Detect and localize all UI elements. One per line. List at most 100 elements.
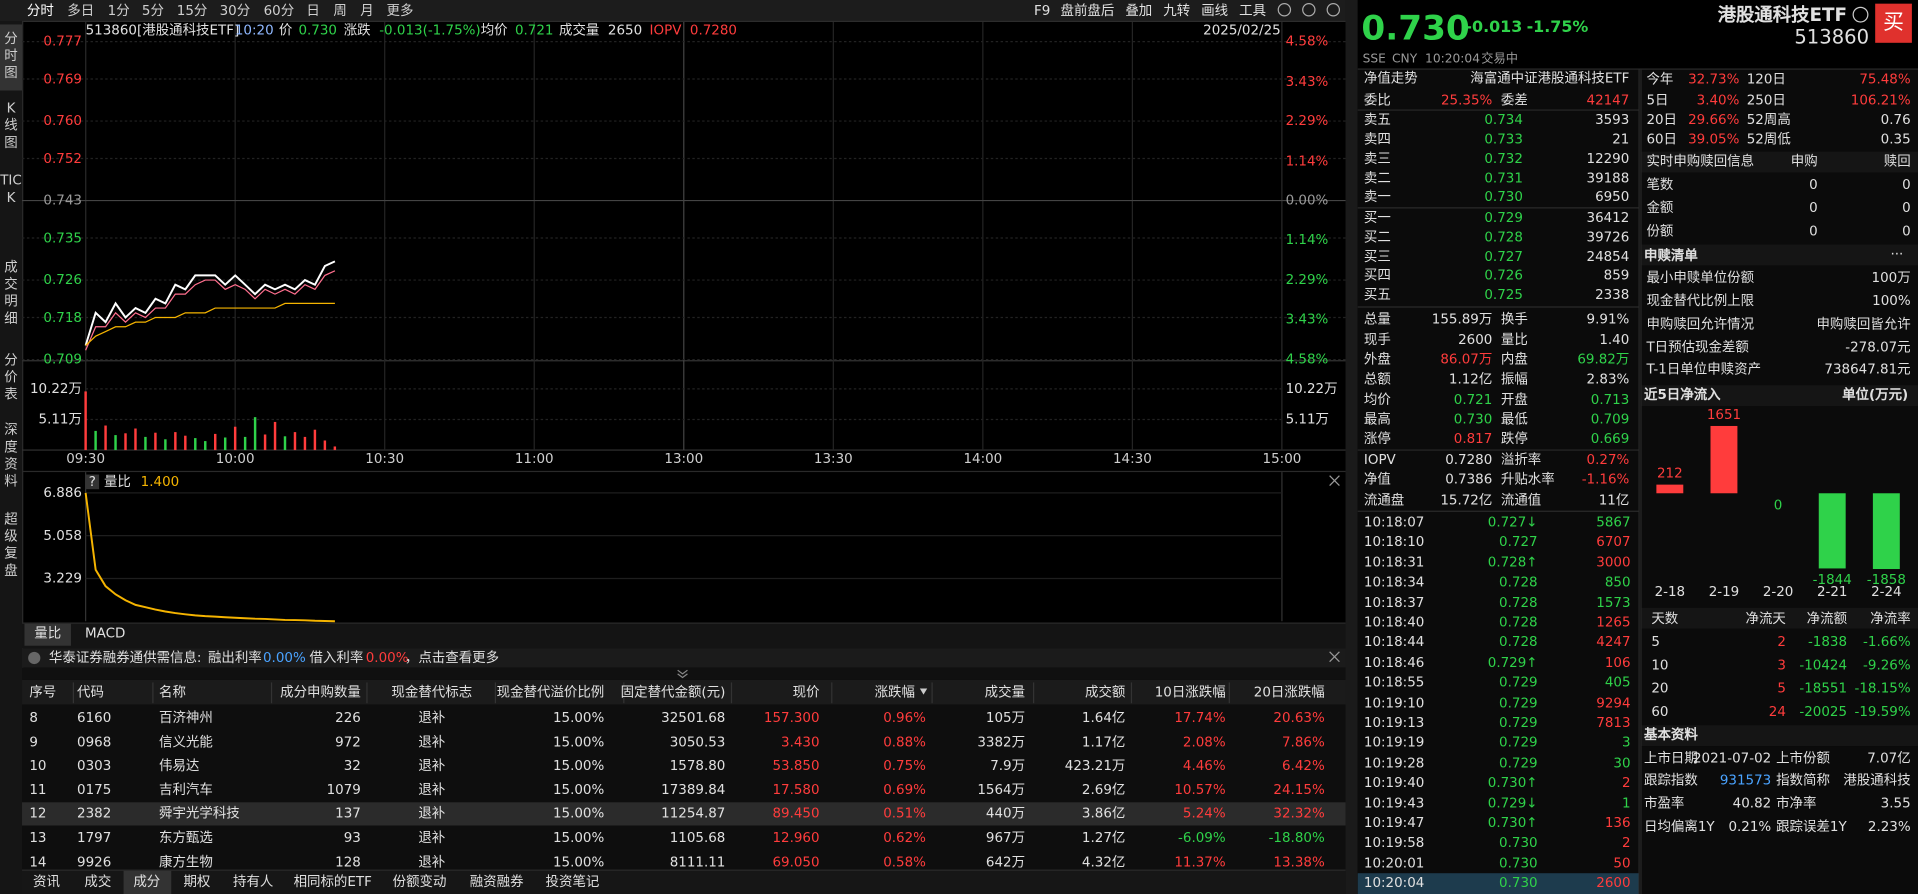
field-label: 跟踪误差1Y <box>1776 818 1847 835</box>
y-tick-label: 0.760 <box>43 113 82 129</box>
field-value: 15.72亿 <box>1440 492 1493 509</box>
bottom-tab[interactable]: 持有人 <box>233 873 274 890</box>
buy-label[interactable]: 买 <box>1883 10 1904 36</box>
trade-price: 0.729↓ <box>1487 794 1538 811</box>
help-label[interactable]: ? <box>88 473 96 490</box>
table-cell: 105万 <box>985 709 1026 726</box>
period-tab[interactable]: 15分 <box>176 2 208 19</box>
close-icon[interactable] <box>1329 475 1340 486</box>
bottom-tab[interactable]: 成交 <box>84 873 112 890</box>
bottom-tab[interactable]: 投资笔记 <box>545 873 600 890</box>
table-cell: 10 <box>29 757 47 774</box>
table-cell: 15.00% <box>552 757 605 774</box>
bottom-tab[interactable]: 份额变动 <box>392 873 447 890</box>
field-label: 升贴水率 <box>1500 471 1555 488</box>
more-button[interactable]: ··· <box>1890 246 1904 263</box>
column-header[interactable]: 成分申购数量 <box>280 684 361 701</box>
bottom-tab[interactable]: 融资融券 <box>469 873 524 890</box>
tool-button[interactable]: 工具 <box>1239 2 1267 19</box>
table-cell: 3.86亿 <box>1081 805 1126 822</box>
side-tab[interactable]: 深度资料 <box>4 421 18 490</box>
notice-text: 0.00% <box>365 649 409 666</box>
trade-time: 10:18:10 <box>1363 534 1425 551</box>
status-text: SSE <box>1362 52 1386 67</box>
period-tab[interactable]: 日 <box>306 2 320 19</box>
bottom-tab[interactable]: 资讯 <box>33 873 60 890</box>
period-tab[interactable]: 60分 <box>263 2 295 19</box>
side-tab[interactable]: 超级复盘 <box>4 511 18 579</box>
volume-bar <box>164 439 167 451</box>
field-label: 溢折率 <box>1500 451 1542 468</box>
volume-bar <box>94 430 97 451</box>
field-value: 29.66% <box>1688 111 1740 128</box>
period-tab[interactable]: 30分 <box>219 2 251 19</box>
tool-button[interactable]: 画线 <box>1201 2 1229 19</box>
field-label: 最高 <box>1363 411 1391 428</box>
column-header[interactable]: 固定替代金额(元) <box>620 684 726 701</box>
period-tab[interactable]: 分时 <box>26 2 54 19</box>
column-header[interactable]: 序号 <box>29 684 57 701</box>
period-tab[interactable]: 周 <box>333 2 347 19</box>
period-tab[interactable]: 1分 <box>107 2 130 19</box>
field-value: 9.91% <box>1586 311 1630 328</box>
tool-button[interactable]: 叠加 <box>1125 2 1153 19</box>
table-cell: 7.86% <box>1281 733 1325 750</box>
field-label: 250日 <box>1746 92 1786 109</box>
quote-item: 0.730 <box>298 22 337 39</box>
bottom-tab[interactable]: 相同标的ETF <box>293 873 372 890</box>
field-value: 0.21% <box>1728 818 1772 835</box>
tool-button[interactable]: F9 <box>1034 2 1051 19</box>
field-value: 69.82万 <box>1577 351 1630 368</box>
toolbar-icons[interactable] <box>1277 3 1341 17</box>
sort-icon[interactable] <box>919 688 928 695</box>
side-tab[interactable]: TICK <box>0 172 22 206</box>
bottom-tab-bar <box>22 869 1346 894</box>
field-value: 0.7280 <box>1445 451 1493 468</box>
column-header[interactable]: 现价 <box>792 684 820 701</box>
field-value: 0.709 <box>1590 411 1630 428</box>
tool-button[interactable]: 九转 <box>1163 2 1191 19</box>
x-tick-label: 2-19 <box>1708 583 1740 600</box>
column-header[interactable]: 10日涨跌幅 <box>1154 684 1226 701</box>
bottom-tab[interactable]: 成分 <box>133 873 161 890</box>
period-tab[interactable]: 5分 <box>141 2 164 19</box>
column-header[interactable]: 成交额 <box>1084 684 1126 701</box>
chart-tab[interactable]: 量比 <box>34 625 62 642</box>
side-tab[interactable]: 分时图 <box>4 30 18 81</box>
x-tick-label: 13:00 <box>664 450 704 467</box>
period-tab[interactable]: 月 <box>360 2 374 19</box>
table-cell: 440万 <box>985 805 1026 822</box>
column-header[interactable]: 涨跌幅 <box>874 684 915 701</box>
table-cell: 972 <box>335 733 361 750</box>
period-tab[interactable]: 多日 <box>67 2 95 19</box>
field-label: 60日 <box>1646 131 1678 148</box>
trade-time: 10:19:43 <box>1363 794 1425 811</box>
tool-button[interactable]: 盘前盘后 <box>1060 2 1115 19</box>
column-header[interactable]: 代码 <box>77 684 104 701</box>
field-label: 量比 <box>1500 331 1528 348</box>
notice-text[interactable]: ，点击查看更多 <box>404 649 500 666</box>
side-tab[interactable]: 分价表 <box>4 352 18 403</box>
trade-price: 0.727 <box>1499 534 1538 551</box>
close-icon[interactable] <box>1329 651 1340 663</box>
chart-tab[interactable]: MACD <box>85 625 126 642</box>
buy-button[interactable] <box>1875 3 1912 43</box>
column-header[interactable]: 名称 <box>159 684 186 701</box>
help-box[interactable] <box>85 474 100 490</box>
table-cell: 吉利汽车 <box>159 781 213 798</box>
period-tab[interactable]: 更多 <box>386 2 414 19</box>
table-cell: 10 <box>1651 657 1669 674</box>
collapse-icon[interactable] <box>677 669 688 679</box>
alert-icon[interactable] <box>1852 6 1869 23</box>
column-header[interactable]: 20日涨跌幅 <box>1253 684 1325 701</box>
trade-time: 10:19:47 <box>1363 815 1425 831</box>
side-tab[interactable]: K线图 <box>4 100 18 151</box>
bottom-tab[interactable]: 期权 <box>183 873 211 890</box>
column-header[interactable]: 现金替代标志 <box>391 684 473 701</box>
volume-bar <box>283 436 287 451</box>
column-header[interactable]: 现金替代溢价比例 <box>496 684 605 701</box>
column-header[interactable]: 成交量 <box>984 684 1026 701</box>
nav-link[interactable]: 净值走势 <box>1363 70 1418 87</box>
side-tab[interactable]: 成交明细 <box>4 259 18 327</box>
field-label: 20日 <box>1646 111 1678 128</box>
